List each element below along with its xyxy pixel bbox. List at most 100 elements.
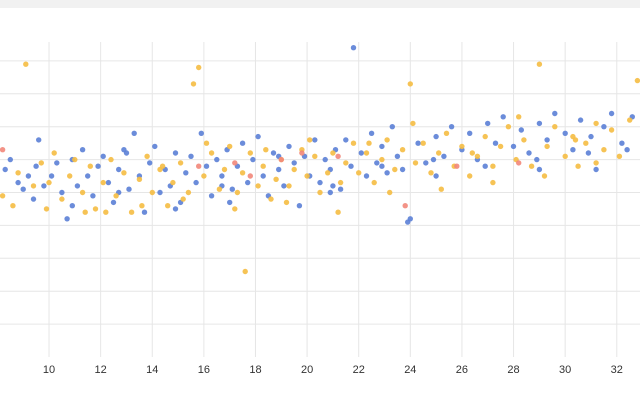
scatter-point [436, 150, 442, 156]
scatter-point [312, 153, 318, 159]
x-tick-label: 28 [507, 364, 519, 376]
scatter-point [371, 179, 377, 186]
scatter-point [172, 206, 179, 212]
scatter-point [536, 120, 543, 127]
scatter-point [227, 199, 233, 206]
scatter-point [562, 130, 568, 136]
scatter-point [312, 137, 318, 143]
scatter-point [299, 150, 305, 156]
scatter-point [201, 173, 207, 179]
scatter-point [159, 163, 166, 169]
scatter-point [399, 147, 406, 153]
scatter-point [196, 163, 202, 169]
scatter-point [577, 117, 584, 123]
scatter-point [136, 176, 143, 182]
scatter-point [0, 193, 6, 199]
scatter-point [379, 143, 385, 150]
scatter-point [283, 199, 290, 206]
scatter-point [536, 61, 543, 67]
scatter-point [172, 150, 179, 156]
scatter-point [105, 179, 112, 186]
scatter-point [185, 189, 192, 196]
scatter-point [363, 173, 370, 179]
scatter-point [100, 179, 106, 186]
scatter-point [601, 124, 607, 130]
scatter-point [428, 170, 434, 176]
scatter-point [208, 150, 215, 156]
scatter-point [407, 216, 413, 222]
scatter-point [64, 216, 70, 222]
scatter-point [67, 173, 73, 179]
scatter-point [33, 163, 39, 169]
scatter-point [482, 163, 488, 169]
scatter-point [92, 206, 99, 212]
scatter-point [536, 166, 543, 173]
scatter-point [467, 130, 473, 136]
scatter-point [322, 156, 328, 163]
scatter-point [616, 153, 623, 159]
scatter-point [634, 77, 640, 84]
scatter-point [410, 120, 416, 127]
scatter-point [59, 196, 65, 202]
scatter-point [335, 153, 341, 159]
scatter-point [219, 173, 225, 179]
scatter-point [227, 143, 233, 150]
scatter-point [459, 143, 465, 150]
scatter-point [247, 173, 253, 179]
scatter-point [263, 147, 269, 153]
scatter-point [183, 170, 189, 176]
scatter-point [544, 143, 550, 150]
scatter-point [144, 153, 150, 159]
x-tick-label: 12 [95, 364, 107, 376]
scatter-point [123, 150, 130, 156]
scatter-point [141, 209, 148, 215]
scatter-point [516, 114, 522, 120]
scatter-point [157, 189, 163, 196]
scatter-point [100, 153, 106, 159]
scatter-point [441, 153, 447, 159]
scatter-point [552, 110, 558, 117]
scatter-point [247, 150, 253, 156]
scatter-point [147, 160, 153, 166]
scatter-point [87, 163, 94, 169]
scatter-point [10, 203, 16, 209]
scatter-point [234, 189, 241, 196]
scatter-point [281, 183, 287, 189]
scatter-point [350, 45, 357, 51]
scatter-point [510, 143, 517, 150]
scatter-point [108, 156, 114, 163]
scatter-point [152, 143, 158, 150]
scatter-point [317, 179, 323, 186]
scatter-point [139, 203, 145, 209]
scatter-point [229, 186, 235, 192]
x-tick-label: 16 [198, 364, 210, 376]
scatter-point [325, 170, 331, 176]
x-tick-label: 18 [249, 364, 261, 376]
scatter-point [214, 156, 220, 163]
window-top-strip [0, 0, 640, 8]
scatter-point [500, 114, 506, 120]
scatter-point [242, 268, 248, 275]
scatter-point [36, 137, 42, 143]
scatter-point [196, 64, 202, 71]
scatter-point [245, 179, 251, 186]
scatter-point [38, 160, 44, 166]
scatter-point [203, 140, 210, 146]
scatter-point [165, 203, 171, 209]
scatter-point [619, 140, 625, 146]
scatter-point [51, 150, 57, 156]
scatter-point [624, 147, 630, 153]
scatter-point [330, 150, 336, 156]
scatter-point [116, 166, 122, 173]
scatter-point [190, 81, 197, 87]
scatter-point [585, 150, 592, 156]
scatter-point [79, 189, 86, 196]
scatter-point [113, 193, 119, 199]
scatter-point [516, 160, 522, 166]
scatter-point [572, 137, 579, 143]
scatter-point [430, 156, 437, 163]
scatter-point [54, 160, 60, 166]
scatter-point [490, 163, 496, 169]
scatter-point [30, 196, 37, 202]
scatter-point [474, 153, 481, 159]
